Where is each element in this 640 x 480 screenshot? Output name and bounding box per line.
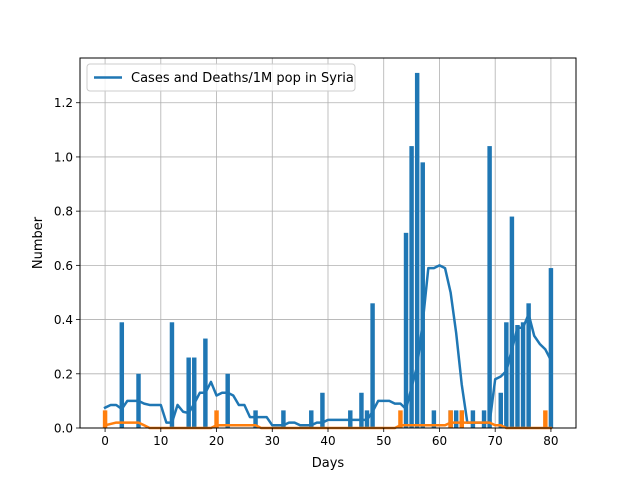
bar-0-48 [370,303,375,428]
y-tick-label-0: 0.0 [54,422,73,436]
x-tick-label-5: 50 [376,434,391,448]
bar-0-55 [409,146,414,428]
bar-1-64 [459,410,464,428]
bar-0-59 [431,410,437,428]
bar-0-3 [119,322,125,428]
legend: Cases and Deaths/1M pop in Syria [86,63,356,92]
bar-0-74 [515,324,520,428]
x-tick-label-4: 40 [320,434,335,448]
bar-0-39 [320,392,325,428]
y-axis-label: Number [31,216,46,269]
x-tick-label-2: 20 [209,434,224,448]
bar-0-16 [192,357,197,428]
bar-0-68 [481,410,487,428]
bar-0-57 [420,162,425,428]
x-tick-label-6: 60 [432,434,447,448]
y-tick-label-3: 0.6 [54,259,73,273]
y-tick-label-2: 0.4 [54,313,73,327]
y-tick-label-1: 0.2 [54,367,73,381]
y-axis-ticks: 0.0 0.2 0.4 0.6 0.8 1.0 1.2 [54,96,80,436]
x-tick-label-7: 70 [488,434,503,448]
x-tick-label-8: 80 [543,434,558,448]
y-tick-label-4: 0.8 [54,205,73,219]
bar-0-69 [487,146,492,428]
bar-1-62 [448,410,453,428]
bars [102,72,554,429]
bar-0-27 [253,410,258,428]
bar-0-76 [526,303,531,428]
y-tick-label-6: 1.2 [54,96,73,110]
bar-0-66 [470,410,476,428]
bar-0-63 [453,410,459,428]
bar-1-53 [398,410,403,428]
bar-0-37 [309,410,314,428]
bar-0-75 [520,322,526,428]
x-axis-label: Days [312,456,345,471]
x-axis-ticks: 0 10 20 30 40 50 60 70 80 [101,428,559,448]
x-tick-label-3: 30 [265,434,280,448]
x-tick-label-0: 0 [101,434,109,448]
bar-0-73 [509,216,515,428]
bar-0-22 [225,373,230,428]
bar-0-15 [186,357,191,428]
legend-box [86,63,356,92]
x-tick-label-1: 10 [153,434,168,448]
bar-0-32 [281,410,286,428]
bar-1-0 [102,410,108,428]
grid [80,58,576,429]
bar-0-54 [403,232,409,428]
bar-0-46 [359,392,364,428]
legend-label: Cases and Deaths/1M pop in Syria [131,71,354,86]
y-tick-label-5: 1.0 [54,150,73,164]
bar-0-72 [504,322,509,428]
bar-0-80 [548,268,554,428]
bar-1-79 [543,410,548,428]
bar-0-71 [498,392,503,428]
bar-0-18 [203,338,208,428]
bar-1-20 [214,410,219,428]
bar-0-56 [414,72,420,429]
bar-0-12 [169,322,175,428]
